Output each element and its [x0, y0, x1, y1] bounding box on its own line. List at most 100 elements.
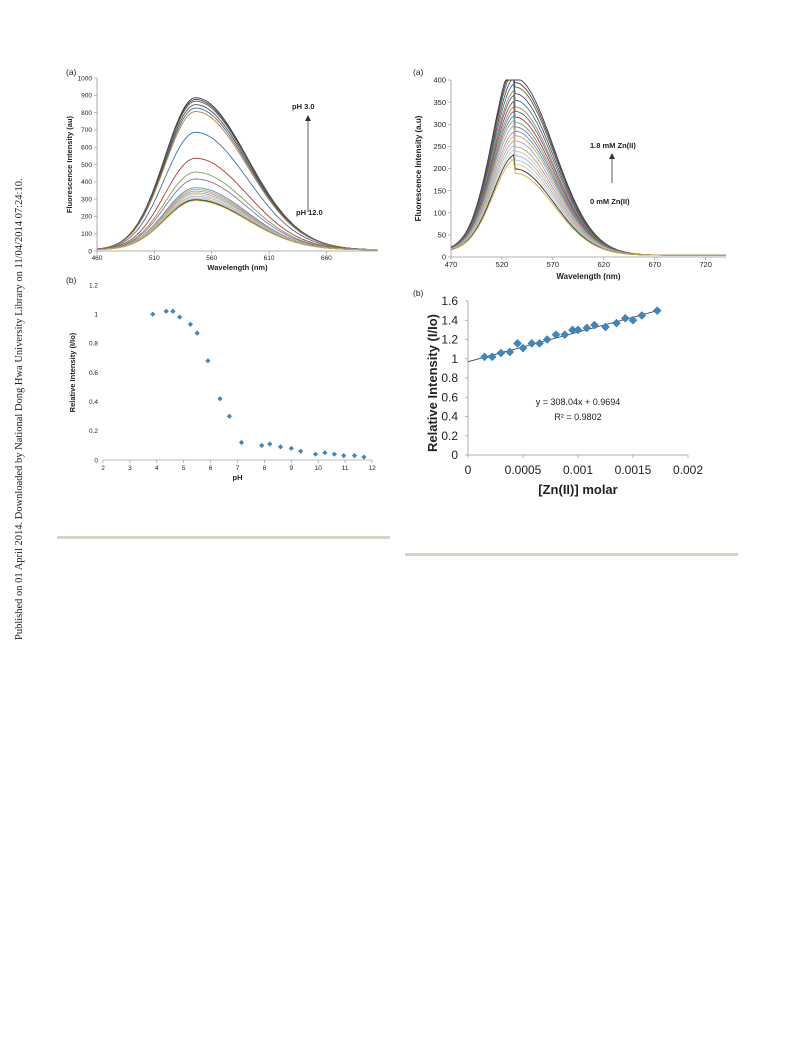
- y-tick-label: 200: [433, 164, 446, 173]
- y-tick-label: 350: [433, 98, 446, 107]
- x-tick-label: 8: [263, 465, 267, 472]
- x-tick-label: 9: [289, 465, 293, 472]
- y-tick-label: 1.2: [89, 282, 98, 289]
- x-tick-label: 470: [445, 260, 458, 269]
- data-point: [505, 347, 515, 357]
- data-point: [612, 318, 621, 328]
- fit-equation: y = 308.04x + 0.9694: [536, 397, 621, 407]
- x-tick-label: 460: [92, 255, 103, 262]
- y-tick-label: 1: [94, 311, 98, 318]
- y-tick-label: 0.8: [89, 341, 98, 348]
- data-point: [601, 322, 610, 332]
- data-point: [331, 451, 337, 457]
- annotation-top: 1.8 mM Zn(II): [590, 141, 636, 150]
- panel-label: (b): [66, 275, 77, 285]
- data-point: [194, 330, 200, 336]
- y-tick-label: 0: [442, 253, 446, 262]
- y-tick-label: 700: [81, 127, 92, 134]
- data-point: [513, 338, 522, 348]
- x-tick-label: 660: [321, 255, 332, 262]
- x-tick-label: 0: [465, 463, 472, 477]
- x-tick-label: 720: [699, 260, 712, 269]
- spectrum-line: [96, 97, 378, 251]
- x-tick-label: 560: [206, 255, 217, 262]
- annotation-bottom: pH 12.0: [296, 208, 323, 217]
- x-tick-label: 0.0015: [615, 463, 652, 477]
- data-point: [351, 453, 358, 459]
- data-point: [637, 311, 647, 320]
- y-axis-title: Fluorescence Intensity (au): [65, 115, 74, 213]
- y-tick-label: 1: [451, 352, 458, 366]
- data-point: [535, 338, 544, 348]
- data-point: [341, 453, 347, 459]
- x-axis-title: pH: [233, 473, 243, 482]
- data-point: [527, 338, 537, 348]
- x-axis-title: Wavelength (nm): [556, 272, 620, 281]
- x-tick-label: 0.002: [673, 463, 703, 477]
- data-point: [170, 308, 176, 314]
- y-axis-title: Relative Intensity (I/Io): [425, 314, 440, 452]
- spectrum-line: [450, 135, 726, 256]
- data-point: [322, 450, 328, 456]
- data-point: [496, 348, 506, 358]
- x-tick-label: 6: [209, 465, 213, 472]
- y-tick-label: 0: [451, 448, 458, 462]
- y-tick-label: 0: [88, 248, 92, 255]
- y-tick-label: 1.6: [441, 294, 458, 308]
- y-tick-label: 1.4: [441, 313, 458, 327]
- y-tick-label: 300: [81, 196, 92, 203]
- y-tick-label: 0.8: [441, 371, 458, 385]
- y-axis-title: Relative Intensity (I/Io): [68, 332, 77, 412]
- data-point: [238, 439, 245, 446]
- x-tick-label: 570: [547, 260, 560, 269]
- chart-left-b: (b) 2 3 4 5 6 7 8 9 10 11 12 0 0.2 0.4 0.6 0.8 1 1.2 pH Rela…: [66, 275, 376, 482]
- data-point: [288, 445, 294, 451]
- data-point: [361, 454, 367, 460]
- x-tick-label: 0.0005: [505, 463, 542, 477]
- spectra-series: [96, 97, 378, 251]
- y-tick-label: 500: [81, 162, 92, 169]
- x-tick-label: 11: [342, 465, 349, 472]
- data-point: [298, 448, 304, 454]
- y-tick-label: 400: [81, 179, 92, 186]
- data-point: [205, 358, 211, 364]
- y-tick-label: 0.6: [441, 390, 458, 404]
- y-tick-label: 0.6: [89, 370, 98, 377]
- x-tick-label: 520: [496, 260, 509, 269]
- y-tick-label: 150: [433, 186, 446, 195]
- x-tick-label: 0.001: [563, 463, 593, 477]
- x-axis-title: Wavelength (nm): [207, 263, 268, 272]
- x-tick-label: 4: [155, 465, 159, 472]
- x-tick-label: 620: [598, 260, 611, 269]
- panel-label: (a): [413, 67, 424, 77]
- x-axis-title: [Zn(II)] molar: [538, 482, 617, 497]
- fit-r-squared: R² = 0.9802: [554, 412, 601, 422]
- data-point: [217, 396, 223, 402]
- data-point: [163, 308, 169, 314]
- y-tick-label: 1000: [78, 75, 93, 82]
- x-tick-label: 510: [149, 255, 160, 262]
- y-tick-label: 0.4: [441, 410, 458, 424]
- panel-label: (a): [66, 67, 77, 77]
- data-point: [590, 320, 599, 330]
- x-tick-label: 670: [648, 260, 661, 269]
- panel-label: (b): [413, 288, 424, 298]
- x-tick-label: 12: [368, 465, 376, 472]
- spectrum-line: [96, 111, 378, 251]
- x-tick-label: 610: [264, 255, 275, 262]
- data-point: [560, 330, 570, 340]
- spectrum-line: [450, 158, 726, 256]
- spectrum-line: [96, 157, 378, 251]
- spectrum-line: [96, 200, 378, 251]
- spectrum-line: [96, 131, 378, 251]
- data-point: [187, 321, 194, 327]
- y-tick-label: 600: [81, 144, 92, 151]
- divider-left: [57, 536, 390, 539]
- x-tick-label: 2: [101, 465, 105, 472]
- y-tick-label: 100: [81, 231, 92, 238]
- x-tick-label: 7: [236, 465, 240, 472]
- data-point: [487, 352, 497, 362]
- data-point: [518, 343, 528, 353]
- y-axis-title: Fluorescence Intensity (a.u): [414, 115, 423, 221]
